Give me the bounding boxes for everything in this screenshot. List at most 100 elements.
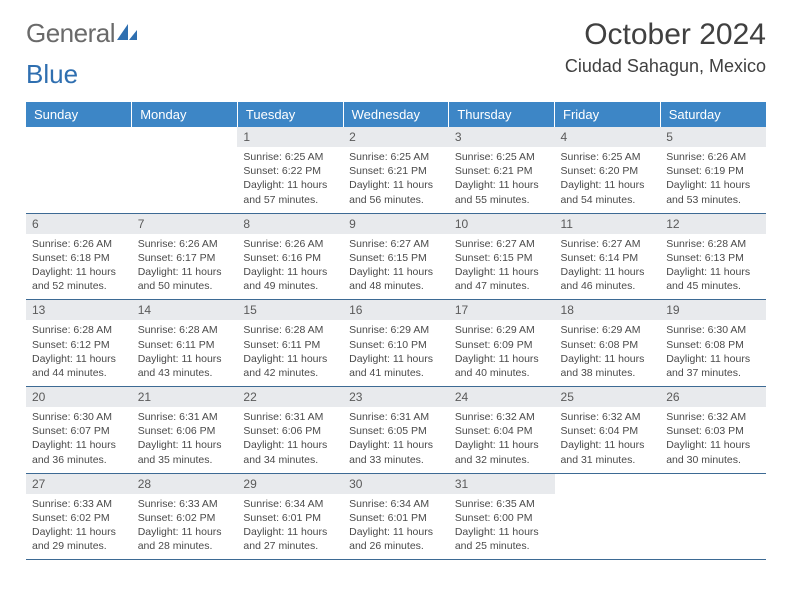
day-details: Sunrise: 6:29 AMSunset: 6:08 PMDaylight:…	[555, 320, 661, 386]
calendar-cell: 9Sunrise: 6:27 AMSunset: 6:15 PMDaylight…	[343, 213, 449, 300]
calendar-cell: 14Sunrise: 6:28 AMSunset: 6:11 PMDayligh…	[132, 300, 238, 387]
day-number: 27	[26, 474, 132, 494]
day-details: Sunrise: 6:26 AMSunset: 6:16 PMDaylight:…	[237, 234, 343, 300]
calendar-cell: 16Sunrise: 6:29 AMSunset: 6:10 PMDayligh…	[343, 300, 449, 387]
day-details: Sunrise: 6:33 AMSunset: 6:02 PMDaylight:…	[132, 494, 238, 560]
day-details: Sunrise: 6:34 AMSunset: 6:01 PMDaylight:…	[237, 494, 343, 560]
calendar-cell: 2Sunrise: 6:25 AMSunset: 6:21 PMDaylight…	[343, 127, 449, 213]
calendar-cell: 13Sunrise: 6:28 AMSunset: 6:12 PMDayligh…	[26, 300, 132, 387]
calendar-cell: 15Sunrise: 6:28 AMSunset: 6:11 PMDayligh…	[237, 300, 343, 387]
day-details: Sunrise: 6:30 AMSunset: 6:07 PMDaylight:…	[26, 407, 132, 473]
day-number: 25	[555, 387, 661, 407]
day-details: Sunrise: 6:31 AMSunset: 6:05 PMDaylight:…	[343, 407, 449, 473]
day-number: 31	[449, 474, 555, 494]
calendar-cell: 10Sunrise: 6:27 AMSunset: 6:15 PMDayligh…	[449, 213, 555, 300]
day-number: 2	[343, 127, 449, 147]
day-number: 5	[660, 127, 766, 147]
calendar-cell: 8Sunrise: 6:26 AMSunset: 6:16 PMDaylight…	[237, 213, 343, 300]
calendar-cell: 28Sunrise: 6:33 AMSunset: 6:02 PMDayligh…	[132, 473, 238, 560]
calendar-cell	[132, 127, 238, 213]
calendar-cell: 24Sunrise: 6:32 AMSunset: 6:04 PMDayligh…	[449, 387, 555, 474]
logo: General	[26, 18, 140, 49]
day-number: 17	[449, 300, 555, 320]
day-number: 22	[237, 387, 343, 407]
day-number: 10	[449, 214, 555, 234]
day-number: 6	[26, 214, 132, 234]
weekday-header: Thursday	[449, 102, 555, 127]
day-details: Sunrise: 6:32 AMSunset: 6:03 PMDaylight:…	[660, 407, 766, 473]
calendar-cell	[26, 127, 132, 213]
calendar-cell: 27Sunrise: 6:33 AMSunset: 6:02 PMDayligh…	[26, 473, 132, 560]
calendar-cell: 21Sunrise: 6:31 AMSunset: 6:06 PMDayligh…	[132, 387, 238, 474]
weekday-header: Friday	[555, 102, 661, 127]
day-details: Sunrise: 6:25 AMSunset: 6:22 PMDaylight:…	[237, 147, 343, 213]
day-number: 11	[555, 214, 661, 234]
calendar-week-row: 20Sunrise: 6:30 AMSunset: 6:07 PMDayligh…	[26, 387, 766, 474]
day-details: Sunrise: 6:31 AMSunset: 6:06 PMDaylight:…	[237, 407, 343, 473]
calendar-cell: 20Sunrise: 6:30 AMSunset: 6:07 PMDayligh…	[26, 387, 132, 474]
calendar-cell: 18Sunrise: 6:29 AMSunset: 6:08 PMDayligh…	[555, 300, 661, 387]
day-number: 19	[660, 300, 766, 320]
day-number: 21	[132, 387, 238, 407]
day-number: 15	[237, 300, 343, 320]
calendar-cell: 11Sunrise: 6:27 AMSunset: 6:14 PMDayligh…	[555, 213, 661, 300]
day-details: Sunrise: 6:35 AMSunset: 6:00 PMDaylight:…	[449, 494, 555, 560]
calendar-table: SundayMondayTuesdayWednesdayThursdayFrid…	[26, 102, 766, 560]
calendar-header: SundayMondayTuesdayWednesdayThursdayFrid…	[26, 102, 766, 127]
day-number: 14	[132, 300, 238, 320]
day-details: Sunrise: 6:26 AMSunset: 6:18 PMDaylight:…	[26, 234, 132, 300]
day-details: Sunrise: 6:32 AMSunset: 6:04 PMDaylight:…	[449, 407, 555, 473]
weekday-header: Wednesday	[343, 102, 449, 127]
calendar-cell	[660, 473, 766, 560]
day-number: 8	[237, 214, 343, 234]
location: Ciudad Sahagun, Mexico	[565, 56, 766, 77]
weekday-header: Monday	[132, 102, 238, 127]
day-details: Sunrise: 6:27 AMSunset: 6:14 PMDaylight:…	[555, 234, 661, 300]
day-details: Sunrise: 6:27 AMSunset: 6:15 PMDaylight:…	[449, 234, 555, 300]
logo-text-a: General	[26, 18, 115, 49]
day-details: Sunrise: 6:33 AMSunset: 6:02 PMDaylight:…	[26, 494, 132, 560]
day-details: Sunrise: 6:32 AMSunset: 6:04 PMDaylight:…	[555, 407, 661, 473]
day-details: Sunrise: 6:27 AMSunset: 6:15 PMDaylight:…	[343, 234, 449, 300]
calendar-cell: 30Sunrise: 6:34 AMSunset: 6:01 PMDayligh…	[343, 473, 449, 560]
day-number: 7	[132, 214, 238, 234]
day-details: Sunrise: 6:34 AMSunset: 6:01 PMDaylight:…	[343, 494, 449, 560]
day-details: Sunrise: 6:28 AMSunset: 6:12 PMDaylight:…	[26, 320, 132, 386]
day-number: 23	[343, 387, 449, 407]
calendar-week-row: 13Sunrise: 6:28 AMSunset: 6:12 PMDayligh…	[26, 300, 766, 387]
title-block: October 2024 Ciudad Sahagun, Mexico	[565, 18, 766, 77]
day-number: 4	[555, 127, 661, 147]
day-number: 3	[449, 127, 555, 147]
calendar-week-row: 6Sunrise: 6:26 AMSunset: 6:18 PMDaylight…	[26, 213, 766, 300]
calendar-cell: 23Sunrise: 6:31 AMSunset: 6:05 PMDayligh…	[343, 387, 449, 474]
weekday-header: Saturday	[660, 102, 766, 127]
calendar-cell: 3Sunrise: 6:25 AMSunset: 6:21 PMDaylight…	[449, 127, 555, 213]
weekday-header: Tuesday	[237, 102, 343, 127]
day-number: 12	[660, 214, 766, 234]
calendar-cell	[555, 473, 661, 560]
weekday-header: Sunday	[26, 102, 132, 127]
day-number: 1	[237, 127, 343, 147]
calendar-cell: 5Sunrise: 6:26 AMSunset: 6:19 PMDaylight…	[660, 127, 766, 213]
calendar-cell: 4Sunrise: 6:25 AMSunset: 6:20 PMDaylight…	[555, 127, 661, 213]
calendar-cell: 6Sunrise: 6:26 AMSunset: 6:18 PMDaylight…	[26, 213, 132, 300]
calendar-week-row: 1Sunrise: 6:25 AMSunset: 6:22 PMDaylight…	[26, 127, 766, 213]
day-number: 30	[343, 474, 449, 494]
calendar-cell: 22Sunrise: 6:31 AMSunset: 6:06 PMDayligh…	[237, 387, 343, 474]
calendar-body: 1Sunrise: 6:25 AMSunset: 6:22 PMDaylight…	[26, 127, 766, 560]
day-number: 28	[132, 474, 238, 494]
day-details: Sunrise: 6:26 AMSunset: 6:19 PMDaylight:…	[660, 147, 766, 213]
day-number: 16	[343, 300, 449, 320]
day-number: 24	[449, 387, 555, 407]
day-details: Sunrise: 6:28 AMSunset: 6:11 PMDaylight:…	[132, 320, 238, 386]
day-number: 26	[660, 387, 766, 407]
calendar-cell: 7Sunrise: 6:26 AMSunset: 6:17 PMDaylight…	[132, 213, 238, 300]
day-details: Sunrise: 6:30 AMSunset: 6:08 PMDaylight:…	[660, 320, 766, 386]
calendar-cell: 12Sunrise: 6:28 AMSunset: 6:13 PMDayligh…	[660, 213, 766, 300]
day-number: 9	[343, 214, 449, 234]
day-details: Sunrise: 6:28 AMSunset: 6:13 PMDaylight:…	[660, 234, 766, 300]
calendar-cell: 19Sunrise: 6:30 AMSunset: 6:08 PMDayligh…	[660, 300, 766, 387]
day-details: Sunrise: 6:25 AMSunset: 6:21 PMDaylight:…	[343, 147, 449, 213]
day-number: 20	[26, 387, 132, 407]
calendar-cell: 26Sunrise: 6:32 AMSunset: 6:03 PMDayligh…	[660, 387, 766, 474]
